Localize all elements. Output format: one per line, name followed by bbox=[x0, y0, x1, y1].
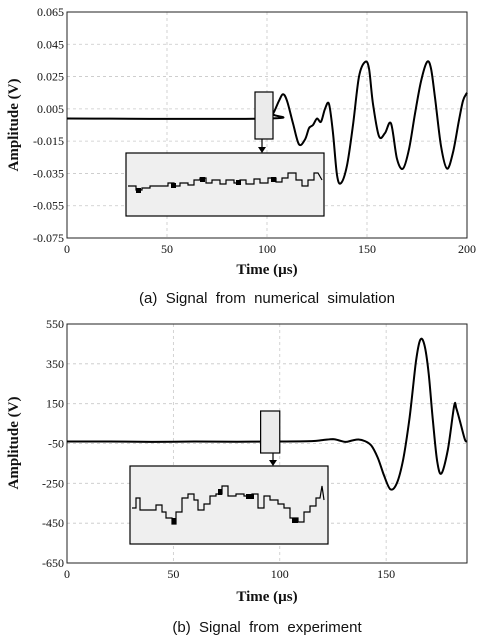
zoom-arrow-b bbox=[269, 460, 277, 466]
inset-b bbox=[129, 465, 329, 545]
x-tick-label-a: 100 bbox=[258, 242, 276, 256]
x-tick-label-b: 100 bbox=[271, 567, 289, 581]
y-tick-label-a: 0.025 bbox=[37, 70, 64, 84]
x-axis-label-a: Time (µs) bbox=[236, 262, 297, 278]
y-tick-label-a: -0.055 bbox=[33, 199, 64, 213]
zoom-arrow-a bbox=[258, 147, 266, 153]
plot-frame-b bbox=[66, 323, 468, 564]
y-tick-label-b: 550 bbox=[46, 317, 64, 331]
y-tick-label-b: -250 bbox=[42, 476, 64, 490]
tick-labels-b: 0 50 100 150 550 350 150 -50 -250 -450 -650 bbox=[42, 317, 395, 581]
y-tick-label-a: 0.005 bbox=[37, 102, 64, 116]
caption-a: (a) Signal from numerical simulation bbox=[139, 290, 395, 307]
y-tick-label-a: -0.035 bbox=[33, 166, 64, 180]
x-tick-label-a: 0 bbox=[64, 242, 70, 256]
plot-frame-a bbox=[66, 11, 468, 239]
y-tick-label-a: -0.075 bbox=[33, 231, 64, 245]
chart-b: 0 50 100 150 550 350 150 -50 -250 -450 -650 Time (… bbox=[6, 317, 468, 636]
y-axis-label-b: Amplitude (V) bbox=[6, 397, 22, 490]
inset-a bbox=[125, 152, 325, 217]
x-axis-label-b: Time (µs) bbox=[236, 589, 297, 605]
y-tick-label-b: -50 bbox=[48, 437, 64, 451]
y-tick-label-b: 350 bbox=[46, 357, 64, 371]
x-tick-label-b: 150 bbox=[377, 567, 395, 581]
signal-line-b bbox=[66, 337, 468, 491]
y-tick-label-b: -650 bbox=[42, 556, 64, 570]
zoom-window-a bbox=[254, 91, 274, 140]
x-tick-label-a: 200 bbox=[458, 242, 476, 256]
zoom-window-b bbox=[260, 410, 281, 454]
x-tick-label-a: 150 bbox=[358, 242, 376, 256]
y-tick-label-b: 150 bbox=[46, 397, 64, 411]
y-tick-label-b: -450 bbox=[42, 516, 64, 530]
x-tick-label-b: 50 bbox=[167, 567, 179, 581]
x-tick-label-b: 0 bbox=[64, 567, 70, 581]
y-tick-label-a: 0.045 bbox=[37, 37, 64, 51]
y-tick-label-a: -0.015 bbox=[33, 134, 64, 148]
x-tick-label-a: 50 bbox=[161, 242, 173, 256]
chart-a: 0 50 100 150 200 0.065 0.045 0.025 0.005 -0.015 -0… bbox=[6, 5, 476, 307]
y-axis-label-a: Amplitude (V) bbox=[6, 79, 22, 172]
signal-line-a bbox=[66, 60, 468, 185]
tick-labels-a: 0 50 100 150 200 0.065 0.045 0.025 0.005 -0.015 -0… bbox=[33, 5, 476, 256]
caption-b: (b) Signal from experiment bbox=[172, 619, 362, 636]
y-tick-label-a: 0.065 bbox=[37, 5, 64, 19]
